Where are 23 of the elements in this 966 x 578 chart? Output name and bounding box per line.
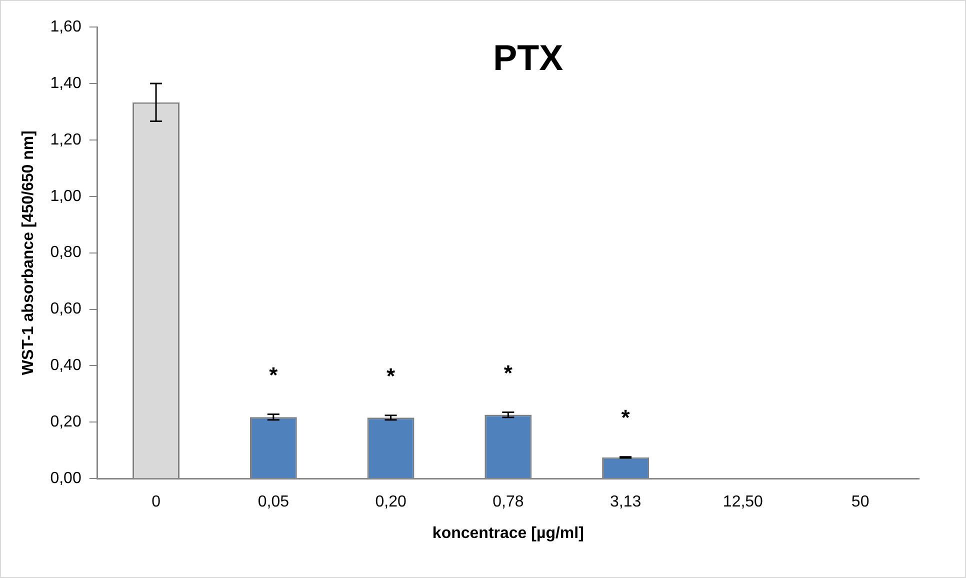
y-tick-label: 0,00 [50,470,82,488]
chart-title: PTX [493,36,564,78]
annotation: * [504,360,513,386]
x-tick-label: 50 [851,494,870,511]
y-tick-label: 0,20 [50,414,82,431]
y-tick-label: 1,20 [50,131,82,148]
x-tick-label: 0 [152,494,161,511]
x-tick-label: 0,05 [258,494,290,511]
y-axis-title: WST-1 absorbance [450/650 nm] [20,130,38,376]
x-tick-label: 3,13 [610,494,642,511]
y-tick-label: 0,40 [50,357,82,374]
y-tick-label: 1,40 [50,74,82,92]
x-tick-label: 0,20 [375,494,406,511]
annotation: * [269,362,278,388]
x-axis-title: koncentrace [µg/ml] [432,524,584,542]
y-tick-label: 0,60 [50,300,82,318]
y-tick-label: 1,60 [50,18,82,36]
annotation: * [621,404,630,430]
y-tick-label: 0,80 [50,244,82,262]
y-tick-label: 1,00 [50,188,82,205]
x-tick-label: 12,50 [722,494,764,511]
annotation: * [386,363,396,388]
x-tick-label: 0,78 [492,494,524,511]
